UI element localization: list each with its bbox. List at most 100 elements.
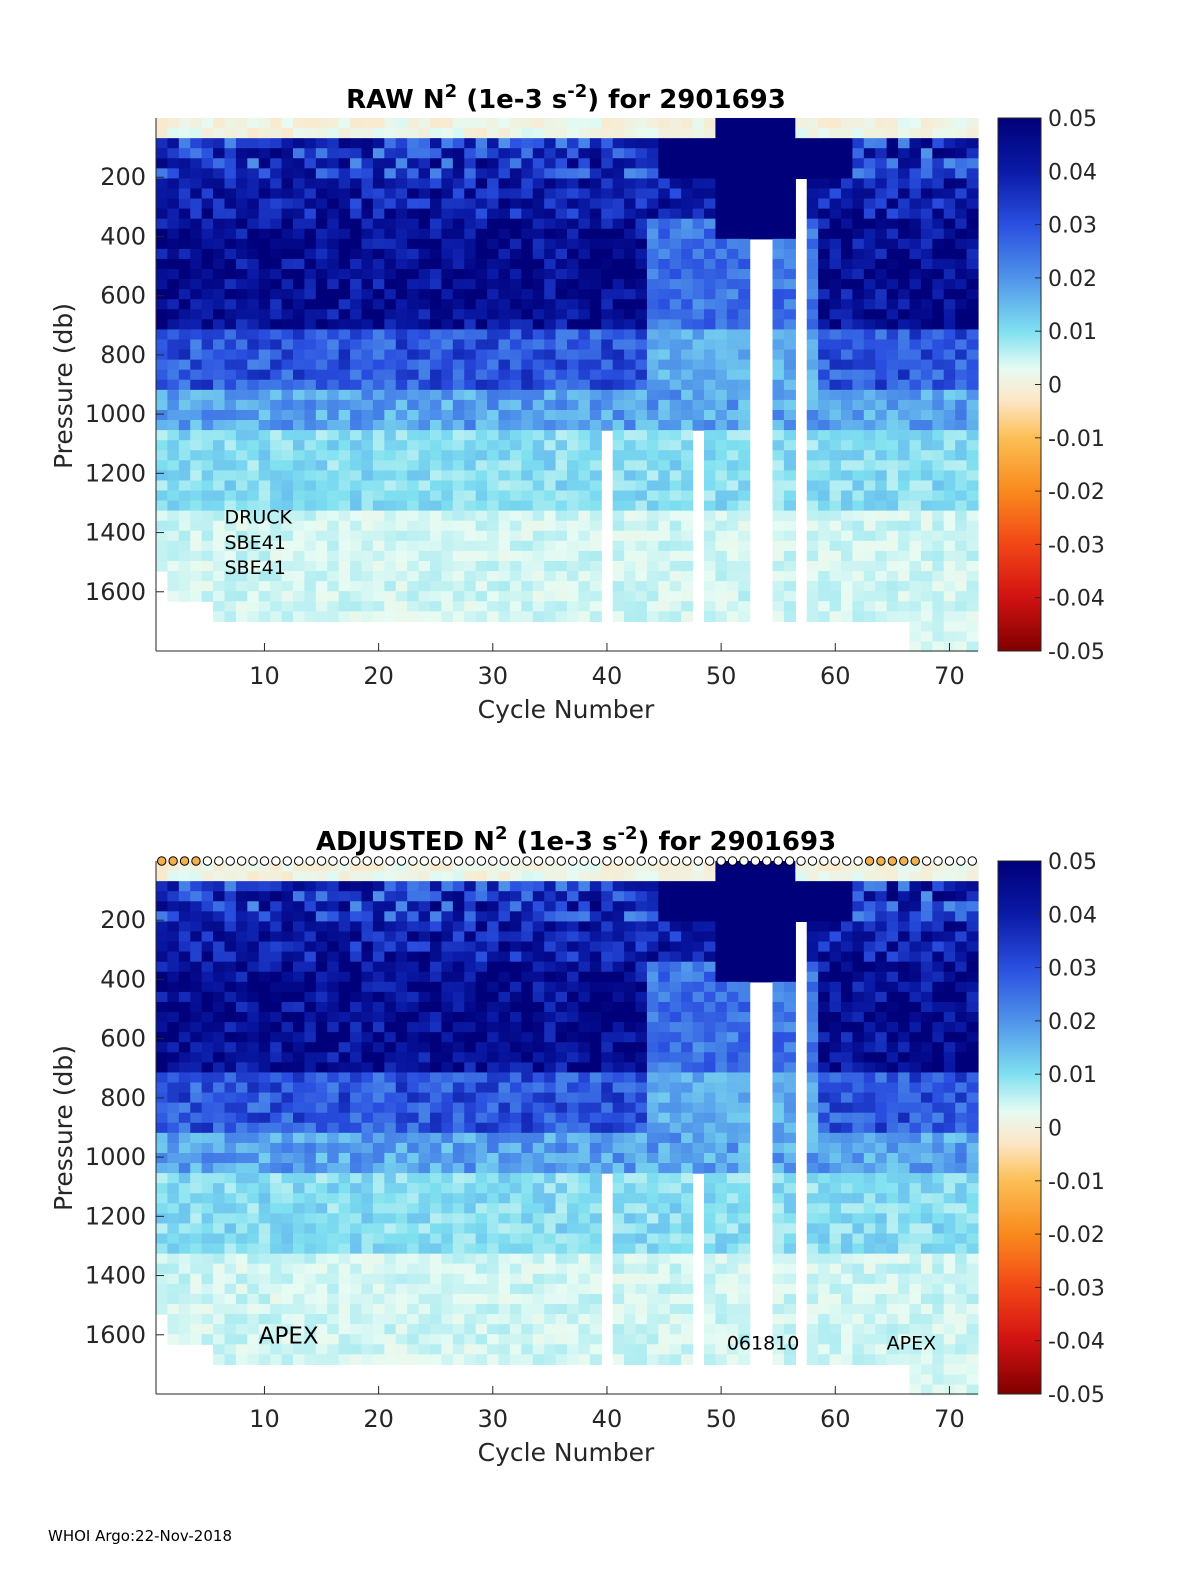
- heatmap-cell: [293, 269, 306, 280]
- heatmap-cell: [190, 409, 203, 421]
- heatmap-cell: [806, 138, 819, 149]
- heatmap-cell: [898, 430, 911, 441]
- heatmap-cell: [783, 319, 796, 331]
- heatmap-cell: [932, 500, 945, 512]
- heatmap-cell: [407, 591, 420, 602]
- heatmap-cell: [818, 571, 831, 582]
- heatmap-cell: [589, 329, 602, 341]
- heatmap-cell: [235, 1223, 248, 1235]
- heatmap-cell: [544, 490, 557, 502]
- heatmap-cell: [920, 269, 933, 280]
- heatmap-cell: [829, 540, 842, 552]
- heatmap-cell: [247, 1233, 260, 1245]
- heatmap-cell: [281, 409, 294, 421]
- heatmap-cell: [646, 168, 659, 180]
- heatmap-cell: [521, 279, 534, 290]
- heatmap-cell: [658, 269, 671, 280]
- heatmap-cell: [487, 1142, 500, 1154]
- heatmap-cell: [407, 1173, 420, 1184]
- heatmap-cell: [920, 550, 933, 562]
- heatmap-cell: [304, 1233, 317, 1245]
- heatmap-cell: [932, 591, 945, 602]
- heatmap-cell: [806, 389, 819, 401]
- heatmap-cell: [224, 399, 237, 411]
- heatmap-cell: [350, 560, 363, 572]
- heatmap-cell: [852, 530, 865, 542]
- heatmap-cell: [281, 369, 294, 381]
- heatmap-cell: [441, 1253, 454, 1265]
- heatmap-cell: [361, 901, 374, 912]
- heatmap-cell: [441, 148, 454, 159]
- heatmap-cell: [258, 1112, 271, 1124]
- heatmap-cell: [898, 238, 911, 250]
- heatmap-cell: [886, 450, 899, 461]
- heatmap-cell: [943, 218, 956, 230]
- heatmap-cell: [418, 1022, 431, 1033]
- heatmap-cell: [487, 450, 500, 461]
- heatmap-cell: [167, 1183, 180, 1194]
- heatmap-cell: [715, 309, 728, 320]
- heatmap-cell: [338, 941, 351, 953]
- heatmap-cell: [841, 188, 854, 200]
- heatmap-cell: [430, 971, 443, 983]
- heatmap-cell: [156, 248, 169, 260]
- heatmap-cell: [270, 1122, 283, 1134]
- heatmap-cell: [384, 510, 397, 522]
- heatmap-cell: [247, 1354, 260, 1365]
- heatmap-cell: [418, 1052, 431, 1063]
- heatmap-cell: [863, 560, 876, 572]
- heatmap-cell: [213, 349, 226, 361]
- heatmap-cell: [441, 128, 454, 139]
- heatmap-cell: [464, 1102, 477, 1114]
- heatmap-cell: [395, 208, 408, 220]
- heatmap-cell: [646, 490, 659, 502]
- heatmap-cell: [567, 409, 580, 421]
- heatmap-cell: [361, 1243, 374, 1255]
- heatmap-cell: [966, 440, 979, 451]
- heatmap-cell: [304, 118, 317, 129]
- heatmap-cell: [452, 1303, 465, 1315]
- heatmap-cell: [304, 1303, 317, 1315]
- heatmap-cell: [201, 571, 214, 582]
- heatmap-cell: [190, 208, 203, 220]
- heatmap-cell: [920, 420, 933, 431]
- heatmap-cell: [578, 158, 591, 169]
- heatmap-cell: [624, 208, 637, 220]
- heatmap-cell: [235, 1112, 248, 1124]
- heatmap-cell: [452, 258, 465, 270]
- heatmap-cell: [235, 460, 248, 471]
- heatmap-cell: [258, 581, 271, 592]
- heatmap-cell: [452, 1344, 465, 1355]
- heatmap-cell: [178, 319, 191, 331]
- heatmap-cell: [658, 470, 671, 482]
- heatmap-cell: [270, 369, 283, 381]
- heatmap-cell: [304, 1203, 317, 1214]
- heatmap-cell: [270, 269, 283, 280]
- heatmap-cell: [772, 319, 785, 331]
- heatmap-cell: [384, 349, 397, 361]
- colorbar-tick-label: 0.03: [1048, 214, 1097, 239]
- heatmap-cell: [681, 409, 694, 421]
- heatmap-cell: [441, 490, 454, 502]
- heatmap-cell: [635, 289, 648, 300]
- heatmap-cell: [452, 1052, 465, 1063]
- heatmap-cell: [407, 359, 420, 371]
- heatmap-cell: [258, 1022, 271, 1033]
- heatmap-cell: [156, 399, 169, 411]
- heatmap-cell: [190, 1233, 203, 1245]
- heatmap-cell: [578, 379, 591, 391]
- heatmap-cell: [464, 1152, 477, 1164]
- heatmap-cell: [521, 460, 534, 471]
- heatmap-cell: [909, 591, 922, 602]
- heatmap-cell: [509, 530, 522, 542]
- heatmap-cell: [395, 931, 408, 943]
- heatmap-cell: [224, 901, 237, 912]
- heatmap-cell: [635, 389, 648, 401]
- heatmap-cell: [281, 1344, 294, 1355]
- heatmap-cell: [247, 1193, 260, 1204]
- heatmap-cell: [452, 861, 465, 872]
- heatmap-cell: [589, 299, 602, 310]
- heatmap-cell: [909, 510, 922, 522]
- heatmap-cell: [247, 1072, 260, 1084]
- heatmap-cell: [338, 1092, 351, 1104]
